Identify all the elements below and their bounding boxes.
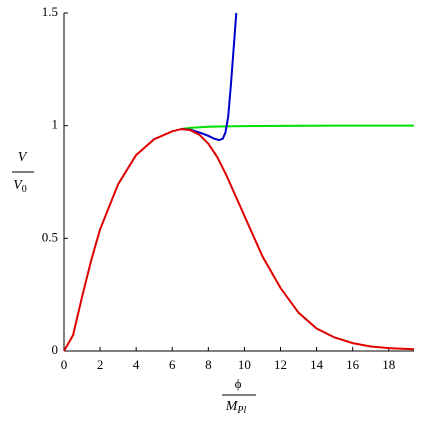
x-tick-label: 2 <box>97 357 104 372</box>
x-tick-label: 14 <box>310 357 324 372</box>
x-label-denominator-main: M <box>225 399 239 414</box>
x-tick-label: 6 <box>169 357 176 372</box>
y-label-denominator: V0 <box>13 178 27 195</box>
y-label-denominator-main: V <box>13 178 23 193</box>
x-tick-label: 18 <box>382 357 395 372</box>
y-label-numerator: V <box>18 150 28 165</box>
x-label-denominator: MPl <box>225 399 247 416</box>
y-tick-label: 0 <box>52 342 59 357</box>
x-tick-label: 10 <box>238 357 251 372</box>
curve <box>63 128 415 352</box>
x-tick-label: 16 <box>346 357 360 372</box>
y-tick-label: 1 <box>52 117 59 132</box>
x-tick-label: 8 <box>205 357 212 372</box>
y-tick-label: 0.5 <box>42 229 58 244</box>
x-tick-label: 12 <box>274 357 287 372</box>
x-label-numerator: ϕ <box>235 376 242 391</box>
curve <box>181 12 238 142</box>
y-label-denominator-sub: 0 <box>22 184 27 195</box>
x-tick-label: 0 <box>61 357 68 372</box>
x-label-denominator-sub: Pl <box>236 405 246 416</box>
x-tick-label: 4 <box>133 357 140 372</box>
y-tick-label: 1.5 <box>42 4 58 19</box>
curve <box>181 124 414 131</box>
